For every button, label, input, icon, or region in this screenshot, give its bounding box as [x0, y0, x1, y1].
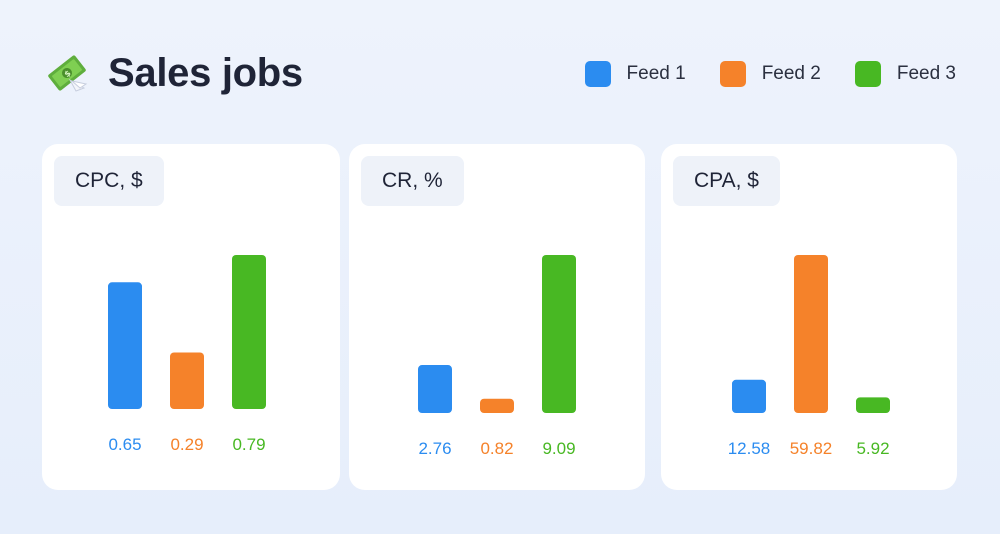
- bar-feed-1: [732, 379, 766, 413]
- chart-title: CR, %: [361, 156, 464, 206]
- bar-feed-3: [542, 255, 576, 413]
- legend-label: Feed 2: [761, 63, 821, 84]
- bar-feed-2: [170, 352, 204, 409]
- legend-label: Feed 3: [896, 63, 956, 84]
- legend-label: Feed 1: [626, 63, 686, 84]
- bar-chart-cpc: 0.65 0.29 0.79: [108, 255, 266, 454]
- chart-title: CPA, $: [673, 156, 780, 206]
- bar-feed-2: [794, 255, 828, 413]
- legend-item-feed-2: Feed 2: [719, 61, 821, 87]
- bar-feed-2: [480, 398, 514, 413]
- legend: Feed 1 Feed 2 Feed 3: [551, 61, 956, 87]
- data-label: 9.09: [542, 439, 575, 458]
- svg-text:$: $: [63, 68, 73, 79]
- data-label: 2.76: [418, 439, 451, 458]
- chart-card-cpc: CPC, $ 0.65 0.29 0.79: [42, 144, 340, 490]
- chart-title: CPC, $: [54, 156, 164, 206]
- data-label: 59.82: [790, 439, 833, 458]
- bar-chart-cpa: 12.58 59.82 5.92: [728, 255, 890, 458]
- data-label: 0.29: [170, 435, 203, 454]
- page-title: Sales jobs: [108, 51, 303, 95]
- chart-card-cr: CR, % 2.76 0.82 9.09: [349, 144, 645, 490]
- legend-swatch: [719, 61, 746, 87]
- legend-swatch: [584, 61, 611, 87]
- data-label: 12.58: [728, 439, 771, 458]
- legend-swatch: [854, 61, 881, 87]
- bar-chart-cr: 2.76 0.82 9.09: [418, 255, 576, 458]
- bar-feed-1: [108, 282, 142, 409]
- bar-feed-3: [856, 397, 890, 413]
- bar-feed-3: [232, 255, 266, 409]
- data-label: 5.92: [856, 439, 889, 458]
- data-label: 0.82: [480, 439, 513, 458]
- header: $ Sales jobs Feed 1 Feed 2 Feed 3: [44, 44, 956, 104]
- money-with-wings-icon: $: [48, 55, 88, 92]
- legend-item-feed-3: Feed 3: [854, 61, 956, 87]
- bar-feed-1: [418, 365, 452, 413]
- data-label: 0.65: [108, 435, 141, 454]
- legend-item-feed-1: Feed 1: [584, 61, 686, 87]
- data-label: 0.79: [232, 435, 265, 454]
- chart-card-cpa: CPA, $ 12.58 59.82 5.92: [661, 144, 957, 490]
